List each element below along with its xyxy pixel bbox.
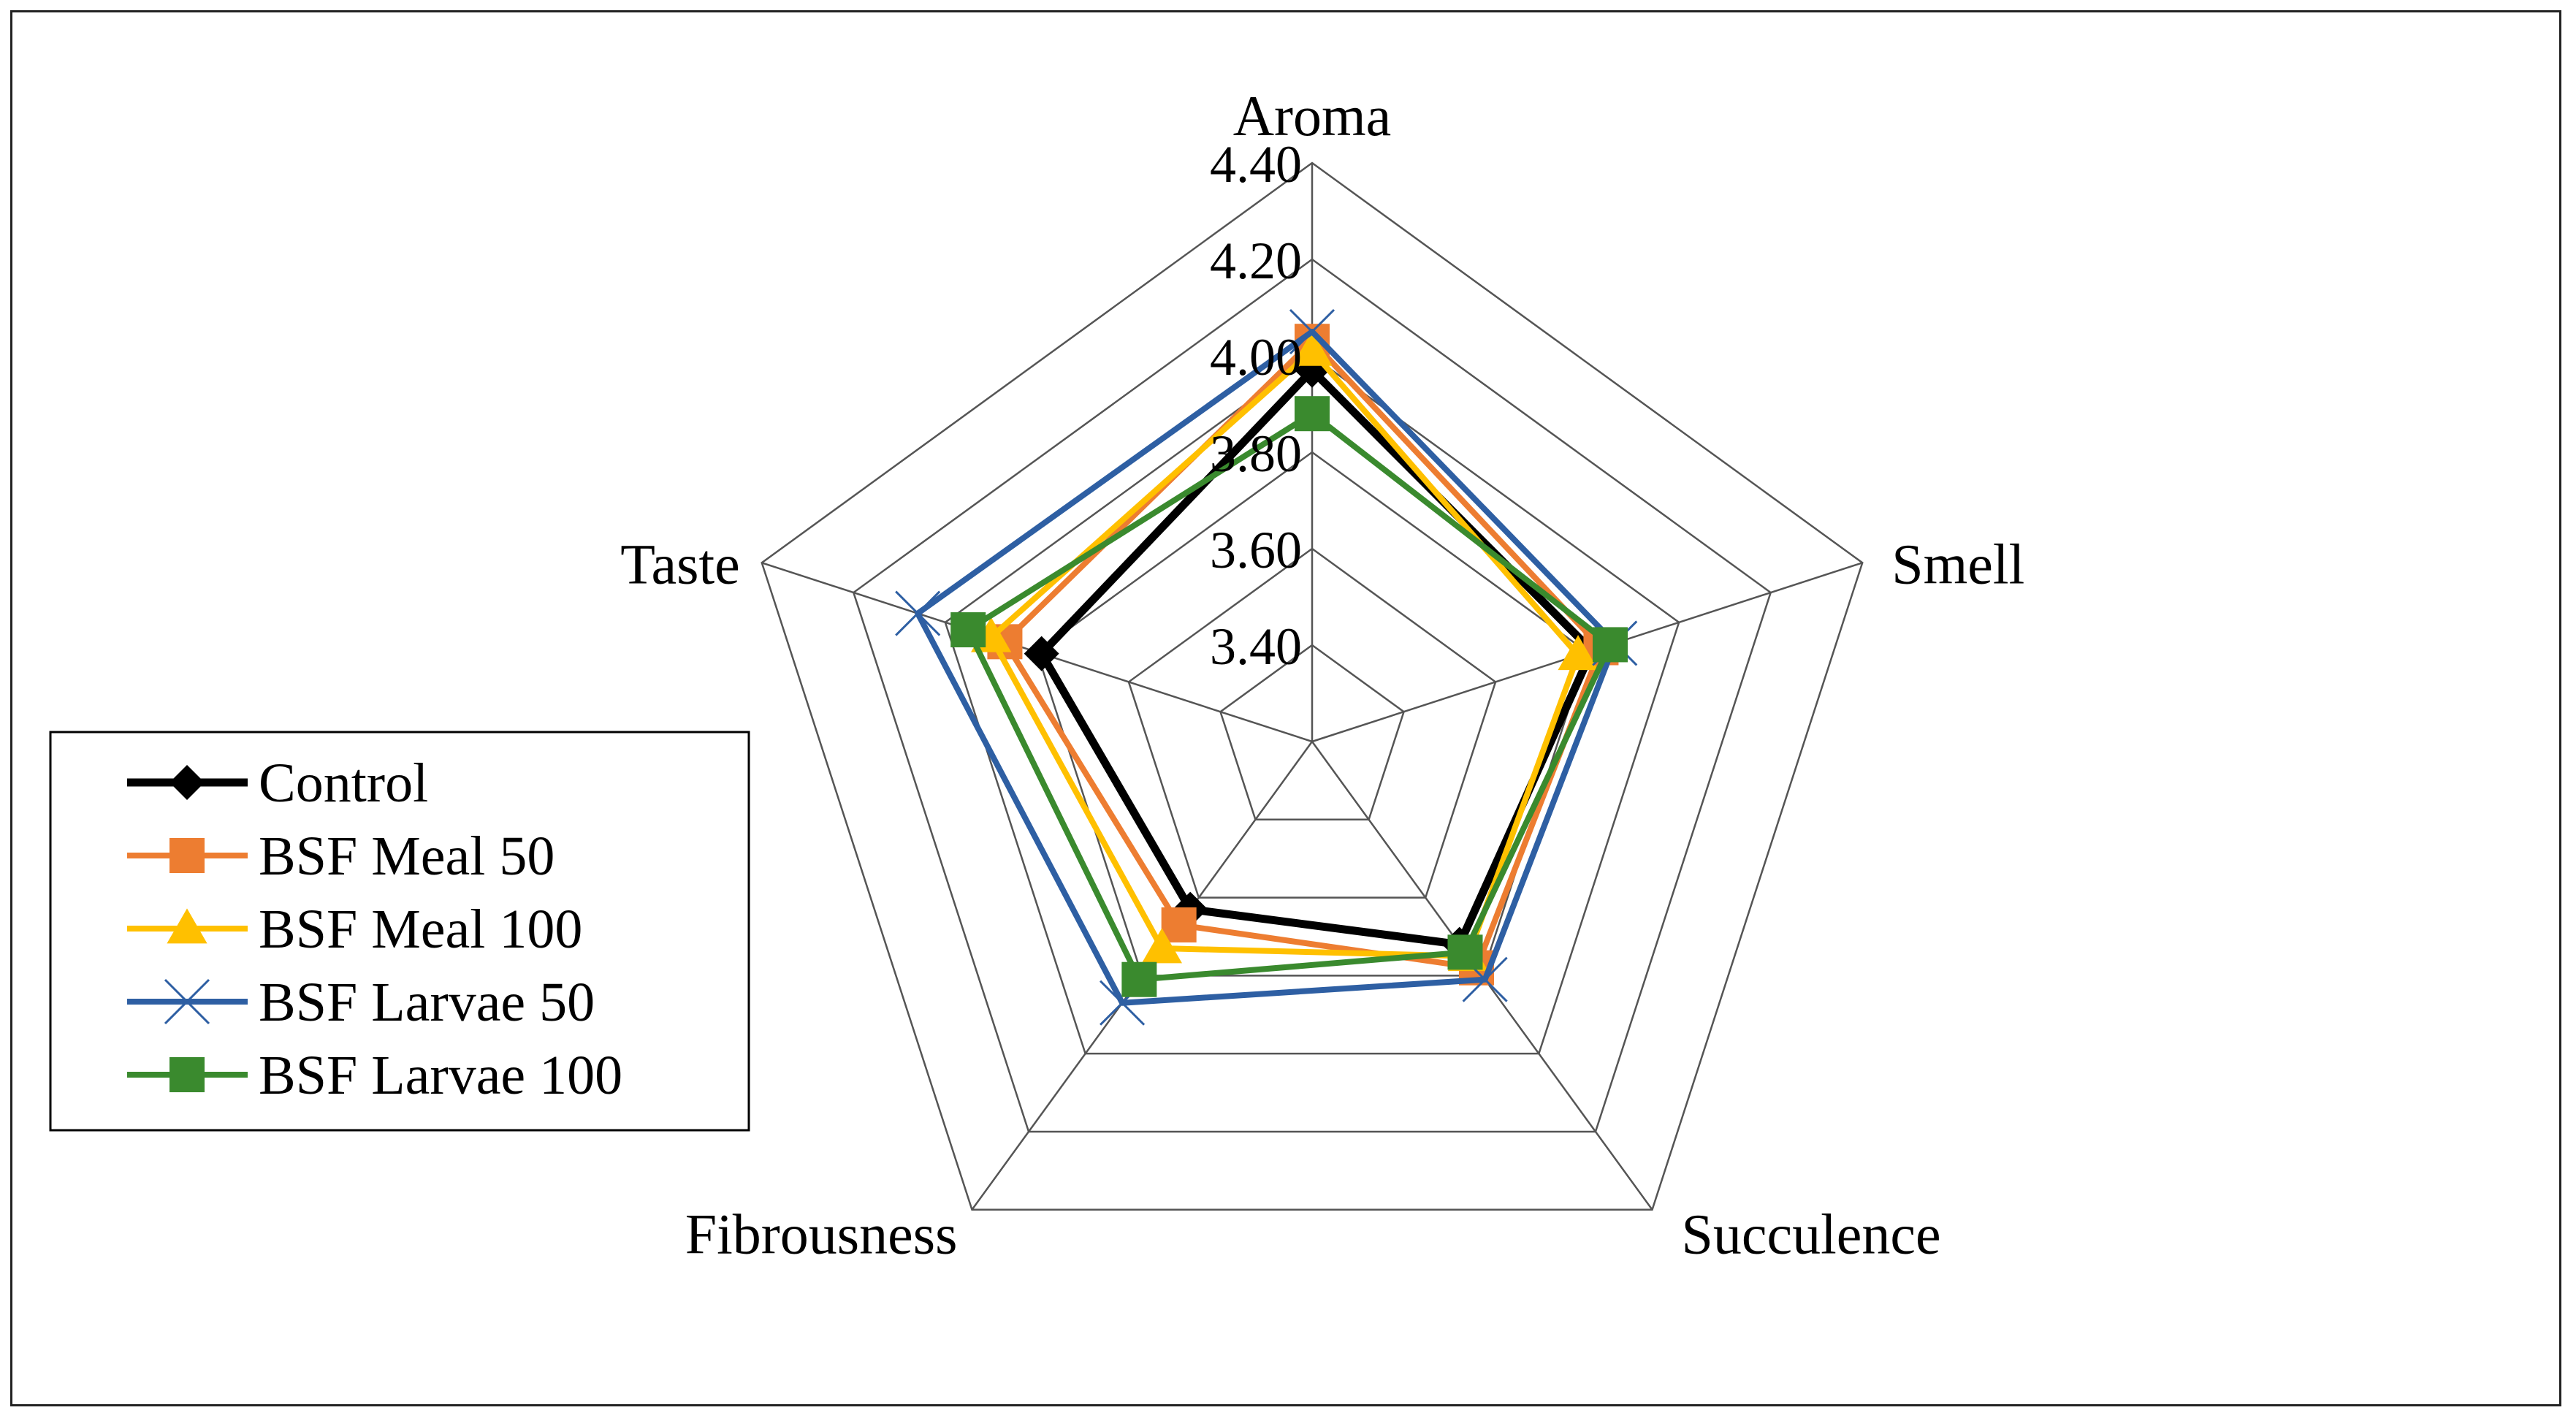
point-bsf-larvae-100-succulence [1447,934,1483,970]
legend: Control BSF Meal 50 BSF Meal 100 BSF Larvae… [49,731,750,1132]
series-line-control [1037,366,1596,949]
point-bsf-meal-100-smell [1558,635,1598,671]
legend-marker-control [169,765,205,800]
legend-label-bsf-meal-50: BSF Meal 50 [259,826,555,887]
legend-marker-bsf-larvae-100 [169,1057,205,1092]
series-control [1024,352,1609,962]
series-line-bsf-larvae-50 [915,329,1618,1006]
series-line-bsf-meal-50 [1002,338,1604,971]
gridline-4-20 [852,258,1772,1133]
series-line-bsf-meal-100 [988,348,1582,959]
legend-label-bsf-meal-100: BSF Meal 100 [259,899,582,960]
tick-label-4-00: 4.00 [1210,328,1302,386]
point-bsf-meal-100-fibrousness [1141,928,1182,964]
point-bsf-larvae-100-taste [950,612,986,648]
radar-chart: 4.40 4.20 4.00 3.80 3.60 3.40 Aroma Smell Succu… [49,84,2024,1266]
axis-label-layer: Aroma Smell Succulence Fibrousness Taste [620,84,2024,1266]
chart-frame: 4.40 4.20 4.00 3.80 3.60 3.40 Aroma Smell Succu… [10,10,2561,1406]
gridline-4-00 [944,354,1680,1055]
point-bsf-meal-50-fibrousness [1161,907,1197,942]
point-bsf-larvae-100-smell [1593,627,1628,663]
gridline-3-60 [1127,547,1497,899]
point-bsf-larvae-100-fibrousness [1121,961,1157,997]
tick-label-4-20: 4.20 [1210,232,1302,290]
legend-marker-bsf-meal-50 [169,838,205,873]
point-bsf-meal-100-aroma [1292,330,1333,366]
gridline-4-40 [761,161,1864,1211]
point-bsf-larvae-50-aroma [1289,308,1335,355]
tick-layer: 4.40 4.20 4.00 3.80 3.60 3.40 [1210,135,1302,676]
tick-label-4-40: 4.40 [1210,135,1302,194]
axis-label-taste: Taste [620,532,739,595]
legend-label-bsf-larvae-50: BSF Larvae 50 [259,972,595,1033]
legend-label-bsf-larvae-100: BSF Larvae 100 [259,1045,622,1106]
axis-label-aroma: Aroma [1233,84,1392,148]
point-bsf-larvae-50-taste [895,590,941,636]
axis-label-smell: Smell [1891,532,2024,595]
tick-label-3-60: 3.60 [1210,521,1302,579]
series-layer [895,308,1638,1026]
point-control-taste [1024,636,1059,671]
gridline-3-40 [1219,644,1406,821]
axis-label-succulence: Succulence [1682,1203,1941,1266]
legend-marker-bsf-meal-100 [167,908,207,944]
legend-marker-bsf-larvae-50 [164,978,210,1025]
point-bsf-larvae-100-aroma [1295,396,1330,432]
axis-label-fibrousness: Fibrousness [685,1203,958,1266]
tick-label-3-80: 3.80 [1210,424,1302,483]
grid-layer [761,161,1864,1211]
tick-label-3-40: 3.40 [1210,617,1302,676]
series-line-bsf-larvae-100 [965,411,1614,983]
gridline-3-80 [1035,451,1589,977]
legend-label-control: Control [259,753,428,814]
series-bsf-larvae-100 [950,396,1628,997]
